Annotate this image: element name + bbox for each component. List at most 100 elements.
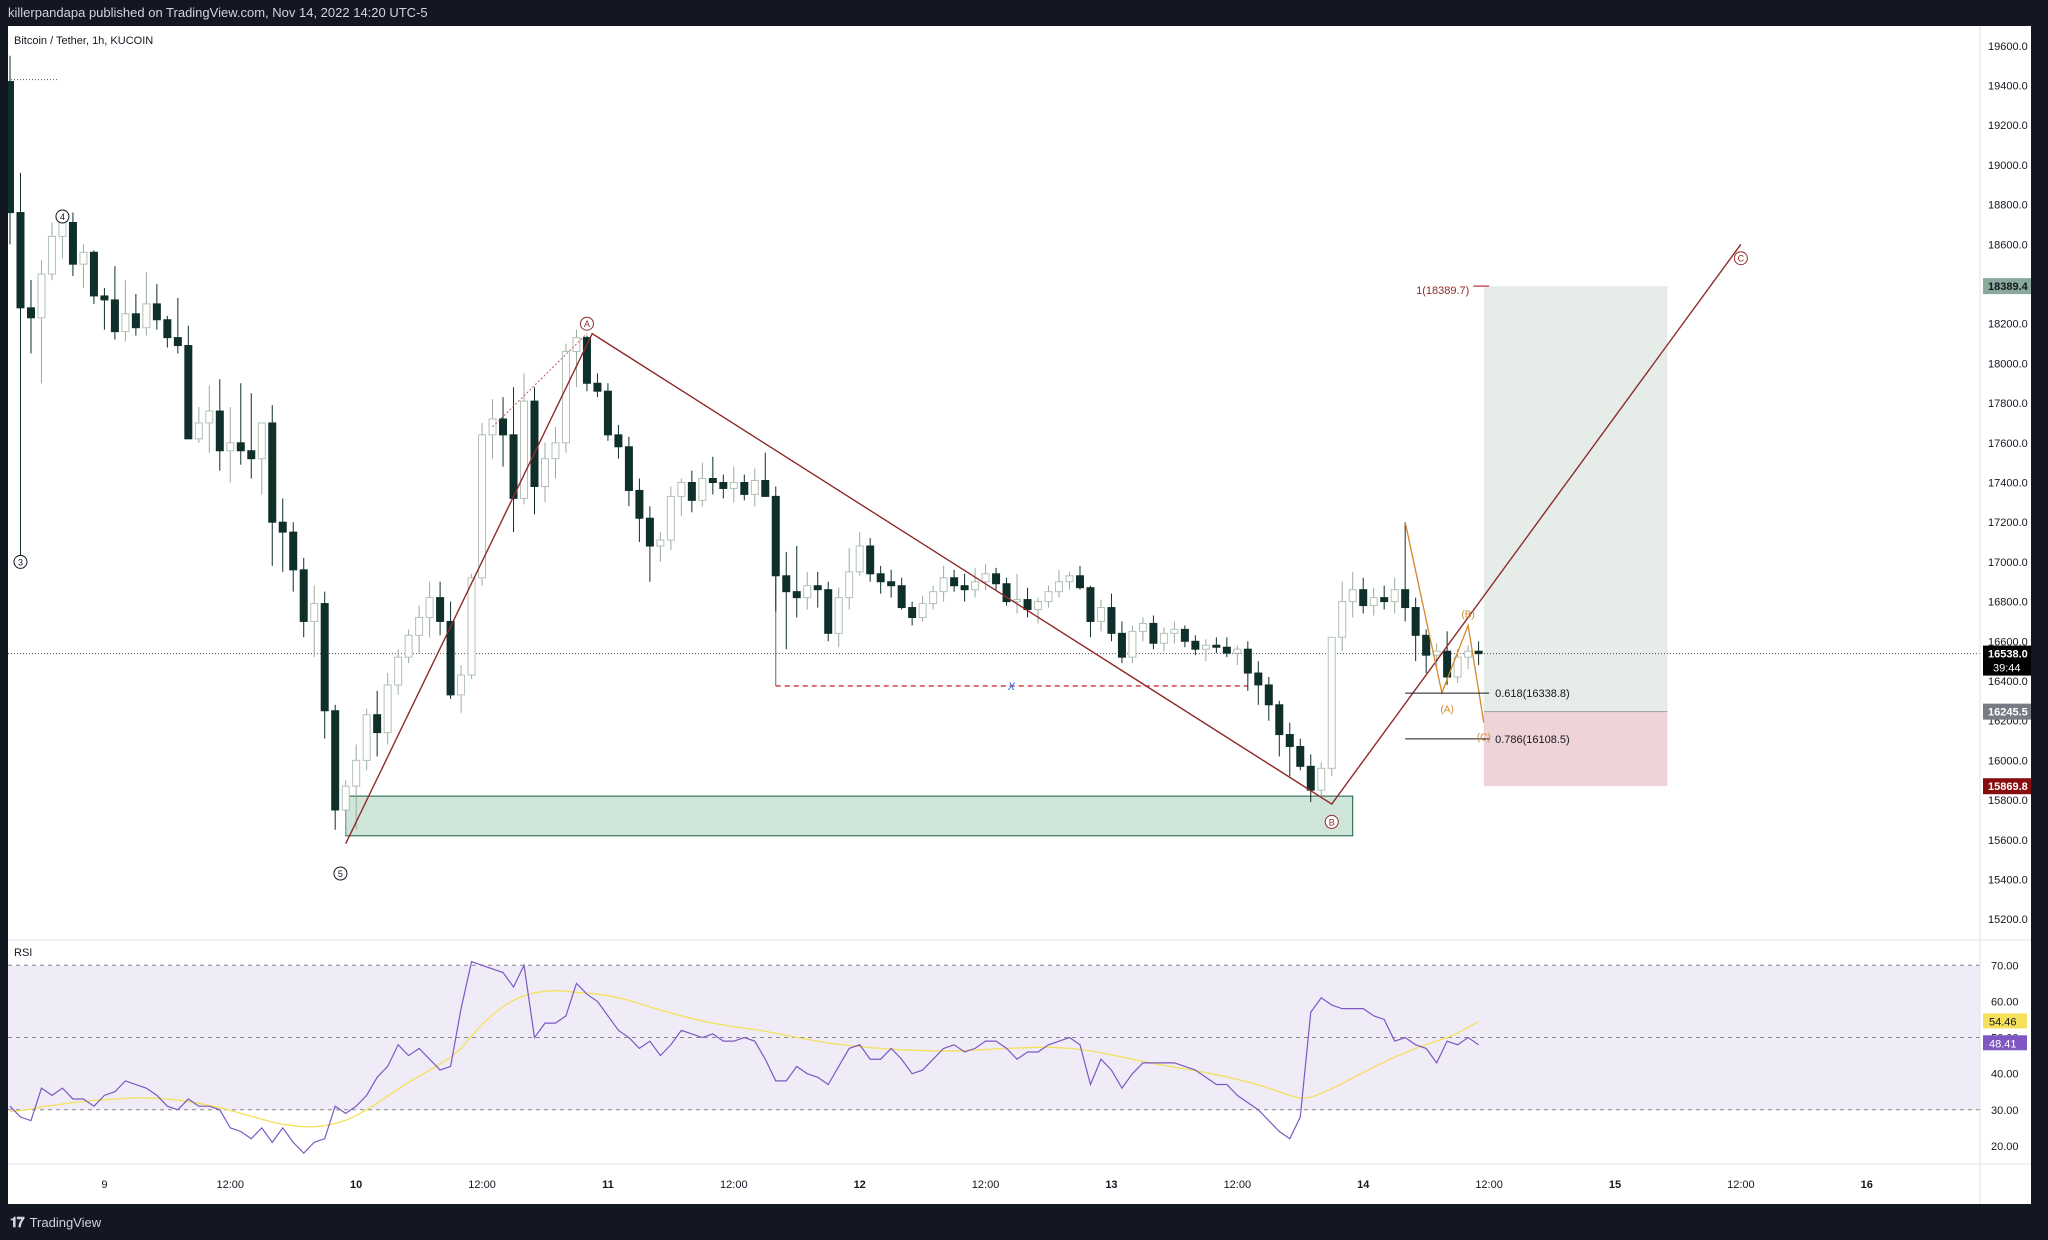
candle[interactable] (1243, 641, 1252, 691)
candle[interactable] (467, 573, 476, 679)
candle[interactable] (89, 250, 98, 304)
price-pane[interactable]: X 0.618(16338.8) 0.786(16108.5) 1(18389.7) 3… (8, 55, 1980, 881)
candle[interactable] (310, 585, 319, 658)
candle[interactable] (121, 280, 130, 342)
candle[interactable] (1013, 573, 1022, 614)
candle[interactable] (1296, 738, 1305, 771)
candle[interactable] (362, 708, 371, 771)
candle[interactable] (131, 293, 140, 336)
elliott-wave-path[interactable] (345, 243, 1742, 845)
candle[interactable] (152, 284, 161, 330)
candle[interactable] (950, 569, 959, 592)
rsi-pane[interactable] (8, 960, 1980, 1155)
candle[interactable] (1002, 577, 1011, 606)
candle[interactable] (205, 385, 214, 453)
candle[interactable] (383, 673, 392, 745)
candle[interactable] (1075, 565, 1084, 590)
candle[interactable] (1034, 597, 1043, 624)
candle[interactable] (729, 466, 738, 503)
candle[interactable] (320, 591, 329, 739)
candle[interactable] (1422, 629, 1431, 674)
candle[interactable] (1285, 722, 1294, 777)
candle[interactable] (960, 573, 969, 602)
candle[interactable] (184, 325, 193, 440)
candle[interactable] (352, 744, 361, 830)
candle[interactable] (876, 565, 885, 594)
candle[interactable] (37, 260, 46, 384)
candle[interactable] (981, 563, 990, 590)
candle[interactable] (1023, 587, 1032, 618)
sub-wave-path[interactable] (1404, 522, 1485, 723)
candle[interactable] (1117, 621, 1126, 664)
candle[interactable] (824, 581, 833, 642)
candle[interactable] (1222, 637, 1231, 658)
wave-label-a[interactable]: A (579, 316, 594, 331)
candle[interactable] (1401, 522, 1410, 622)
candle[interactable] (803, 571, 812, 610)
candle[interactable] (404, 629, 413, 664)
candle[interactable] (247, 393, 256, 479)
candle[interactable] (163, 315, 172, 348)
candle[interactable] (645, 506, 654, 582)
candle[interactable] (1411, 597, 1420, 662)
wave-label-4[interactable]: 4 (55, 209, 70, 224)
candle[interactable] (478, 422, 487, 586)
candle[interactable] (719, 474, 728, 499)
candle[interactable] (425, 581, 434, 638)
candle[interactable] (939, 565, 948, 602)
candle[interactable] (446, 601, 455, 699)
candle[interactable] (436, 581, 445, 636)
candle[interactable] (897, 577, 906, 610)
candle[interactable] (1443, 631, 1452, 685)
candle[interactable] (173, 297, 182, 354)
candle[interactable] (1338, 581, 1347, 652)
candle[interactable] (782, 551, 791, 650)
chart-canvas[interactable]: X 0.618(16338.8) 0.786(16108.5) 1(18389.7) 3… (8, 26, 2031, 1204)
candle[interactable] (1474, 641, 1483, 666)
rsi-line[interactable] (9, 960, 1479, 1155)
candle[interactable] (142, 272, 151, 336)
candle[interactable] (1128, 625, 1137, 664)
candle[interactable] (341, 780, 350, 836)
candle[interactable] (215, 379, 224, 471)
candle[interactable] (394, 649, 403, 695)
candle[interactable] (1086, 585, 1095, 638)
candle[interactable] (1055, 569, 1063, 598)
candle[interactable] (1380, 585, 1389, 610)
candle[interactable] (1065, 571, 1074, 590)
support-zone[interactable] (345, 795, 1354, 837)
candle[interactable] (624, 436, 633, 507)
candle[interactable] (236, 383, 245, 465)
candle[interactable] (457, 665, 466, 713)
candle[interactable] (1264, 677, 1273, 721)
candle[interactable] (1191, 635, 1200, 656)
candle[interactable] (289, 522, 298, 592)
candle[interactable] (1107, 593, 1116, 642)
chart-frame[interactable]: X 0.618(16338.8) 0.786(16108.5) 1(18389.7) 3… (8, 26, 2031, 1204)
candle[interactable] (257, 422, 266, 495)
candle[interactable] (614, 424, 623, 459)
candle[interactable] (666, 486, 675, 550)
candle[interactable] (1149, 615, 1158, 650)
candle[interactable] (1359, 577, 1368, 614)
wave-label-5[interactable]: 5 (333, 866, 348, 881)
candle[interactable] (813, 571, 822, 608)
candle[interactable] (687, 470, 696, 513)
candle[interactable] (509, 387, 518, 533)
candle[interactable] (855, 532, 864, 576)
candle[interactable] (771, 486, 780, 612)
candle[interactable] (908, 601, 917, 626)
candle[interactable] (110, 266, 119, 340)
candle[interactable] (1233, 645, 1242, 666)
candle[interactable] (1275, 700, 1284, 757)
wave-label-3[interactable]: 3 (13, 554, 28, 569)
candle[interactable] (1044, 585, 1053, 608)
wave-label-b[interactable]: B (1324, 814, 1339, 829)
candle[interactable] (68, 212, 77, 277)
rsi-ma-line[interactable] (9, 989, 1479, 1128)
candle[interactable] (1327, 636, 1336, 777)
candle[interactable] (635, 478, 644, 543)
candle[interactable] (677, 478, 686, 517)
wave-label-c[interactable]: C (1733, 251, 1748, 266)
candle[interactable] (1453, 649, 1462, 683)
